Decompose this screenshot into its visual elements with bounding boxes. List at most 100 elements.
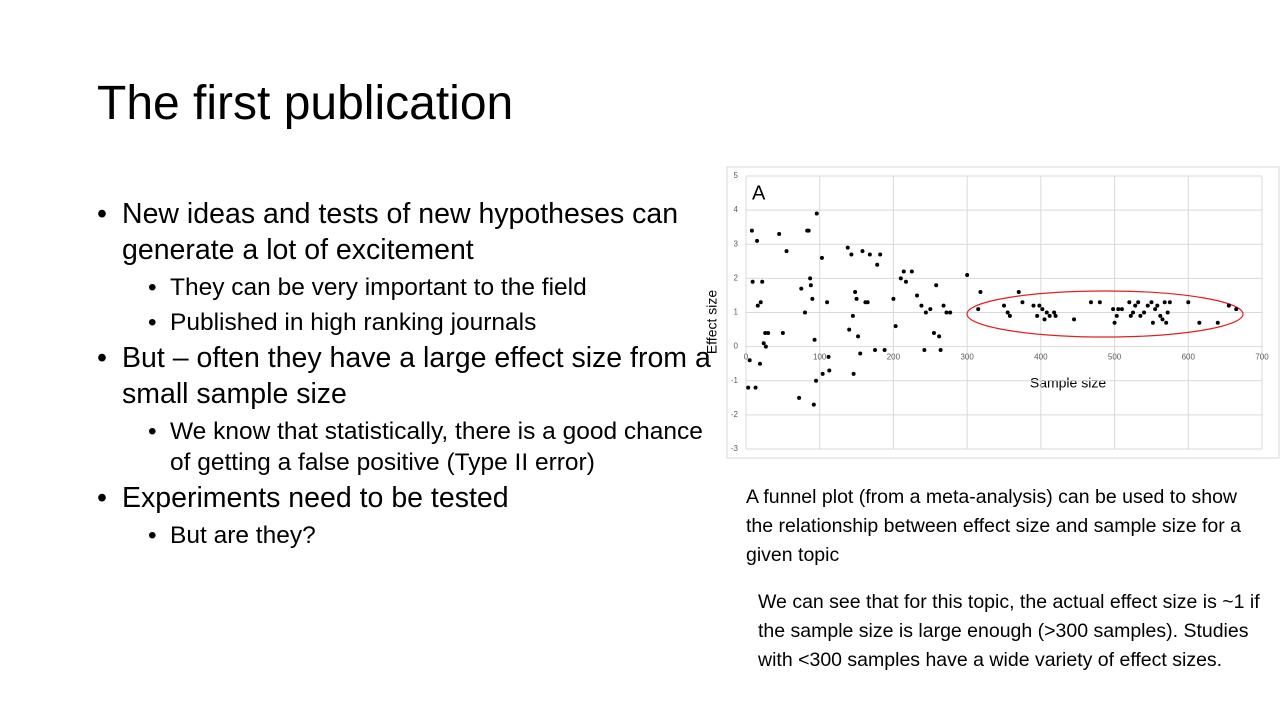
x-axis-title: Sample size [1030, 375, 1106, 391]
data-point [1186, 300, 1191, 305]
bullet: Experiments need to be tested But are th… [97, 480, 722, 551]
data-point [1150, 320, 1155, 325]
data-point [749, 228, 754, 233]
data-point [1197, 320, 1202, 325]
data-point [1047, 313, 1052, 318]
data-point [901, 269, 906, 274]
data-point [944, 310, 949, 315]
data-point [750, 279, 755, 284]
data-point [860, 249, 865, 254]
data-point [1158, 313, 1163, 318]
data-point [1215, 320, 1220, 325]
y-tick-label: -3 [731, 444, 739, 453]
data-point [1153, 307, 1158, 312]
data-point [919, 303, 924, 308]
data-point [875, 262, 880, 267]
bullet-list: New ideas and tests of new hypotheses ca… [97, 194, 722, 551]
x-tick-label: 400 [1034, 353, 1048, 362]
data-point [1020, 300, 1025, 305]
data-point [856, 334, 861, 339]
data-point [934, 283, 939, 288]
data-point [1042, 317, 1047, 322]
data-point [1088, 300, 1093, 305]
sub-bullet: We know that statistically, there is a g… [122, 416, 722, 478]
bullet-text: Experiments need to be tested [122, 482, 509, 514]
bullet: New ideas and tests of new hypotheses ca… [97, 196, 722, 338]
y-tick-label: 1 [734, 308, 739, 317]
y-tick-label: 3 [734, 239, 739, 248]
data-point [1114, 313, 1119, 318]
data-point [1136, 300, 1141, 305]
data-point [847, 327, 852, 332]
data-point [858, 351, 863, 356]
data-point [755, 303, 760, 308]
data-point [854, 296, 859, 301]
data-point [1005, 310, 1010, 315]
caption: We can see that for this topic, the actu… [758, 591, 1260, 671]
data-point [928, 307, 933, 312]
x-tick-label: 300 [960, 353, 974, 362]
data-point [978, 290, 983, 295]
data-point [802, 310, 807, 315]
data-point [812, 337, 817, 342]
data-point [1149, 300, 1154, 305]
data-point [903, 279, 908, 284]
chart-annotation: A [752, 182, 766, 204]
data-point [1111, 307, 1116, 312]
data-point [865, 300, 870, 305]
data-point [1037, 303, 1042, 308]
data-point [938, 348, 943, 353]
bullet: But – often they have a large effect siz… [97, 340, 722, 478]
data-point [784, 249, 789, 254]
data-point [755, 238, 760, 243]
sub-bullet-text: Published in high ranking journals [170, 309, 537, 336]
data-point [1072, 317, 1077, 322]
data-point [819, 255, 824, 260]
sub-bullet: But are they? [122, 520, 722, 551]
data-point [825, 300, 830, 305]
data-point [878, 252, 883, 257]
y-axis-title: Effect size [704, 290, 720, 355]
data-point [931, 330, 936, 335]
data-point [1167, 300, 1172, 305]
x-tick-label: 500 [1108, 353, 1122, 362]
data-point [797, 395, 802, 400]
data-point [853, 290, 858, 295]
data-point [922, 348, 927, 353]
sub-bullet-text: But are they? [170, 522, 316, 549]
data-point [1040, 307, 1045, 312]
data-point [826, 354, 831, 359]
data-point [1145, 303, 1150, 308]
data-point [799, 286, 804, 291]
data-point [1138, 313, 1143, 318]
data-point [761, 341, 766, 346]
data-point [747, 358, 752, 363]
sub-bullet: Published in high ranking journals [122, 307, 722, 338]
data-point [891, 296, 896, 301]
y-tick-label: 0 [734, 342, 739, 351]
data-point [1131, 310, 1135, 315]
data-point [850, 313, 855, 318]
y-tick-label: 4 [734, 205, 739, 214]
x-tick-label: 200 [887, 353, 901, 362]
data-point [1002, 303, 1006, 308]
data-point [1164, 320, 1169, 325]
x-tick-label: 700 [1255, 353, 1269, 362]
x-tick-label: 100 [813, 353, 827, 362]
data-point [760, 279, 765, 284]
sub-bullet-text: We know that statistically, there is a g… [170, 418, 703, 476]
x-tick-label: 0 [744, 353, 749, 362]
caption: A funnel plot (from a meta-analysis) can… [746, 486, 1242, 566]
data-point [948, 310, 953, 315]
data-point [882, 348, 887, 353]
data-point [1052, 310, 1057, 315]
data-point [965, 272, 970, 277]
data-point [766, 330, 771, 335]
y-tick-label: 5 [734, 171, 739, 180]
data-point [758, 300, 763, 305]
y-tick-label: 2 [734, 273, 739, 282]
y-tick-label: -1 [731, 376, 739, 385]
data-point [1044, 310, 1049, 315]
data-point [820, 371, 825, 376]
data-point [1127, 300, 1132, 305]
